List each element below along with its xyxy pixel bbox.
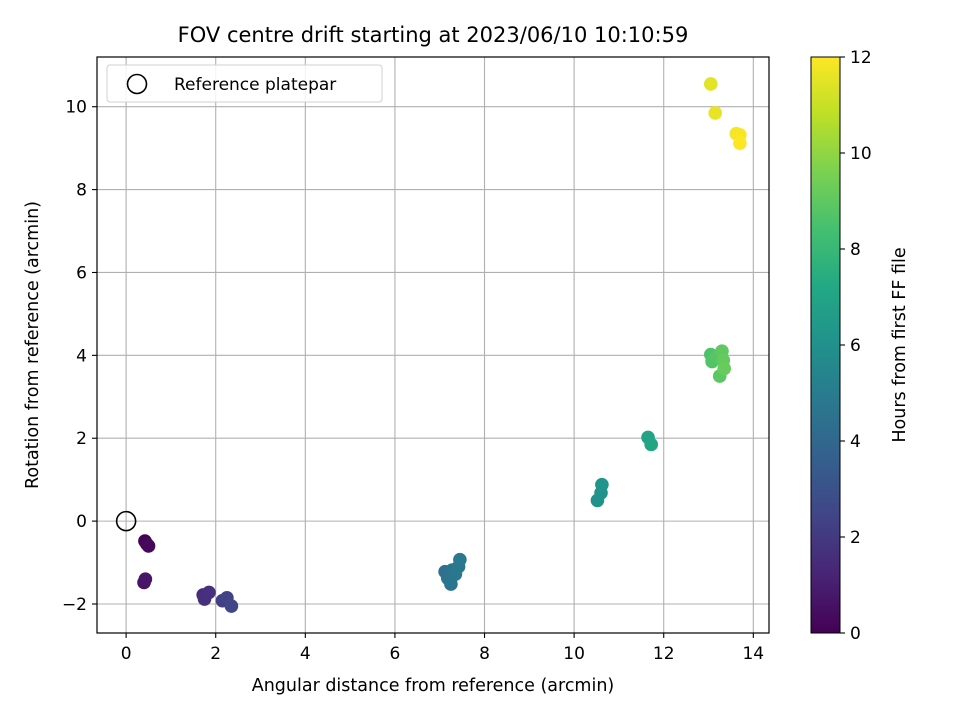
chart-title: FOV centre drift starting at 2023/06/10 … xyxy=(178,23,689,47)
colorbar-tick-label: 8 xyxy=(850,240,861,260)
colorbar-tick-label: 12 xyxy=(850,48,872,68)
colorbar-tick-label: 2 xyxy=(850,528,861,548)
data-point xyxy=(141,539,156,553)
colorbar xyxy=(810,56,841,634)
data-point xyxy=(644,437,658,452)
x-tick-label: 14 xyxy=(742,644,764,664)
data-point xyxy=(202,585,216,600)
y-tick-label: 6 xyxy=(76,263,87,283)
legend-box xyxy=(106,64,383,103)
y-tick-label: −2 xyxy=(62,595,87,615)
x-tick-label: 0 xyxy=(121,644,132,664)
data-point xyxy=(224,599,239,613)
data-point xyxy=(733,136,747,150)
data-point xyxy=(708,106,723,120)
x-tick-label: 2 xyxy=(210,644,221,664)
colorbar-label: Hours from first FF file xyxy=(890,247,910,442)
colorbar-tick-label: 10 xyxy=(850,144,872,164)
legend-label: Reference platepar xyxy=(174,75,336,95)
data-point xyxy=(703,77,718,91)
plot-frame xyxy=(96,56,770,634)
reference-marker xyxy=(115,510,137,532)
colorbar-tick-label: 6 xyxy=(850,336,861,356)
y-tick-label: 8 xyxy=(76,181,87,201)
legend: Reference platepar xyxy=(106,64,383,103)
colorbar-tick-label: 4 xyxy=(850,432,861,452)
x-axis-label: Angular distance from reference (arcmin) xyxy=(252,676,615,696)
colorbar-ticks: 0 2 4 6 8 10 12 xyxy=(840,48,872,644)
colorbar-tick-label: 0 xyxy=(850,624,861,644)
data-point xyxy=(453,552,467,567)
y-tick-label: 10 xyxy=(65,98,87,118)
data-point xyxy=(595,477,609,492)
x-tick-label: 8 xyxy=(479,644,490,664)
data-point xyxy=(138,572,153,586)
y-axis-ticks: −2 0 2 4 6 8 10 xyxy=(62,98,97,615)
x-tick-label: 12 xyxy=(653,644,675,664)
x-axis-ticks: 0 2 4 6 8 10 12 14 xyxy=(121,633,764,664)
y-axis-label: Rotation from reference (arcmin) xyxy=(23,201,43,489)
y-tick-label: 4 xyxy=(76,346,87,366)
x-tick-label: 4 xyxy=(300,644,311,664)
data-point xyxy=(717,361,731,376)
x-tick-label: 6 xyxy=(390,644,401,664)
y-tick-label: 2 xyxy=(76,429,87,449)
grid xyxy=(97,57,769,633)
y-tick-label: 0 xyxy=(76,512,87,532)
plot-area xyxy=(97,57,769,633)
legend-marker xyxy=(126,73,148,95)
data-points xyxy=(137,77,747,613)
x-tick-label: 10 xyxy=(563,644,585,664)
